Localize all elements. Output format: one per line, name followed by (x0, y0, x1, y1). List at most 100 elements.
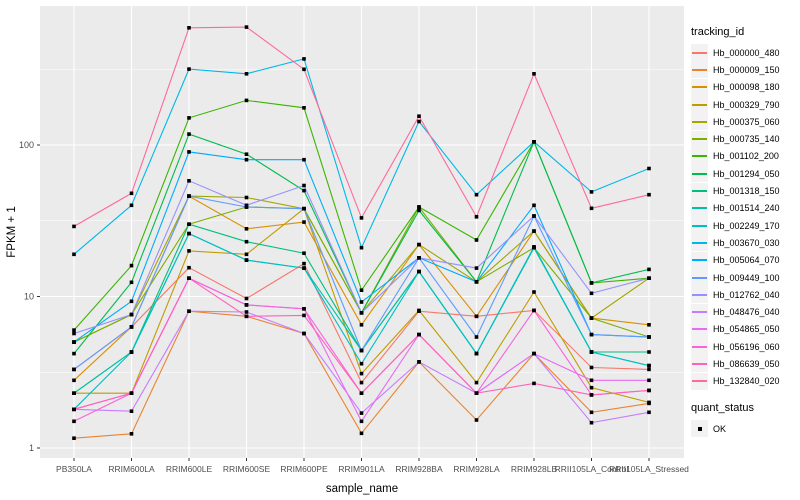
legend-section-quant-status: quant_status OK (691, 402, 799, 438)
legend-key-swatch (691, 113, 708, 131)
data-point (532, 203, 536, 208)
x-tick-label: RRII105LA_Control (555, 464, 629, 474)
legend-key-line-icon (692, 207, 707, 210)
legend-item-Hb_000000_480: Hb_000000_480 (691, 44, 799, 62)
legend-key-swatch (691, 269, 708, 286)
x-tick-label: PB350LA (56, 464, 92, 474)
data-point (244, 98, 249, 103)
data-point (417, 208, 421, 213)
legend-item-label: Hb_012762_040 (713, 289, 780, 300)
legend-key-swatch (691, 320, 708, 338)
legend-key-line-icon (692, 362, 707, 365)
data-point (359, 380, 364, 385)
legend-item-label: Hb_086639_050 (713, 358, 780, 369)
legend-item-Hb_001102_200: Hb_001102_200 (691, 147, 799, 165)
legend-key-swatch (691, 182, 708, 200)
data-point (417, 308, 421, 313)
x-tick-label: RRIM901LA (338, 464, 385, 474)
data-point (129, 263, 134, 268)
data-point (647, 400, 651, 405)
data-point (302, 183, 306, 188)
data-point (647, 367, 651, 372)
legend-items-tracking-id: Hb_000000_480 Hb_000009_150 Hb_000098_180 H… (691, 44, 799, 390)
data-point (474, 192, 479, 197)
data-point (244, 310, 249, 314)
data-point (417, 114, 421, 118)
data-point (302, 106, 306, 110)
legend-item-Hb_001514_240: Hb_001514_240 (691, 199, 799, 217)
legend-item-Hb_003670_030: Hb_003670_030 (691, 234, 799, 252)
data-point (244, 258, 249, 262)
legend-item-label: Hb_001318_150 (713, 186, 780, 197)
data-point (589, 410, 594, 415)
legend-item-Hb_132840_020: Hb_132840_020 (691, 372, 799, 390)
data-point (647, 267, 651, 272)
data-point (187, 132, 191, 136)
data-point (72, 436, 76, 440)
data-point (129, 391, 134, 395)
legend-key-swatch (691, 234, 708, 252)
data-point (647, 166, 651, 171)
y-tick-label: 100 (19, 140, 34, 150)
legend-key-swatch (691, 44, 708, 62)
data-point (589, 350, 594, 354)
legend-item-label: Hb_005064_070 (713, 255, 780, 266)
data-point (589, 291, 594, 296)
data-point (417, 360, 421, 364)
data-point (302, 261, 306, 266)
x-axis-title: sample_name (326, 483, 398, 495)
legend-key-line-icon (692, 224, 707, 227)
legend-item-label: Hb_056196_060 (713, 341, 780, 352)
x-tick-label: RRIM600SE (223, 464, 271, 474)
data-point (129, 191, 134, 196)
data-point (244, 25, 249, 29)
legend-key-swatch (691, 78, 708, 96)
legend-key-swatch (691, 251, 708, 269)
data-point (187, 67, 191, 71)
legend-item-label: Hb_000329_790 (713, 99, 780, 110)
legend-key-swatch (691, 355, 708, 373)
data-point (647, 335, 651, 339)
data-point (589, 316, 594, 320)
legend-key-line-icon (692, 51, 707, 54)
legend-item-Hb_009449_100: Hb_009449_100 (691, 269, 799, 286)
data-point (187, 249, 191, 253)
data-point (187, 26, 191, 30)
legend-item-Hb_001318_150: Hb_001318_150 (691, 182, 799, 200)
data-point (302, 57, 306, 61)
legend-key-line-icon (692, 86, 707, 89)
data-point (417, 205, 421, 209)
legend-item-Hb_000735_140: Hb_000735_140 (691, 130, 799, 148)
data-point (244, 72, 249, 76)
legend-key-line-icon (692, 311, 707, 314)
x-tick-label: RRIM600LA (108, 464, 155, 474)
data-point (532, 140, 536, 144)
legend-key-line-icon (692, 241, 707, 244)
data-point (244, 303, 249, 307)
legend-item-label: Hb_001514_240 (713, 203, 780, 214)
data-point (302, 67, 306, 72)
data-point (532, 290, 536, 294)
data-point (589, 420, 594, 425)
legend-item-label: Hb_000735_140 (713, 134, 780, 145)
data-point (72, 378, 76, 383)
data-point (474, 351, 479, 356)
data-point (532, 351, 536, 356)
y-tick-label: 1 (29, 443, 34, 453)
data-point (359, 300, 364, 304)
data-point (244, 157, 249, 162)
legend-key-line-icon (692, 138, 707, 141)
data-point (244, 314, 249, 319)
data-point (474, 238, 479, 242)
data-point (72, 419, 76, 424)
legend-key-swatch (691, 286, 708, 304)
data-point (72, 252, 76, 257)
data-point (187, 116, 191, 120)
data-point (244, 152, 249, 156)
legend-item-Hb_000329_790: Hb_000329_790 (691, 96, 799, 114)
data-point (129, 325, 134, 329)
legend-item-label: Hb_000009_150 (713, 64, 780, 75)
legend: tracking_id Hb_000000_480 Hb_000009_150 Hb… (691, 26, 799, 438)
